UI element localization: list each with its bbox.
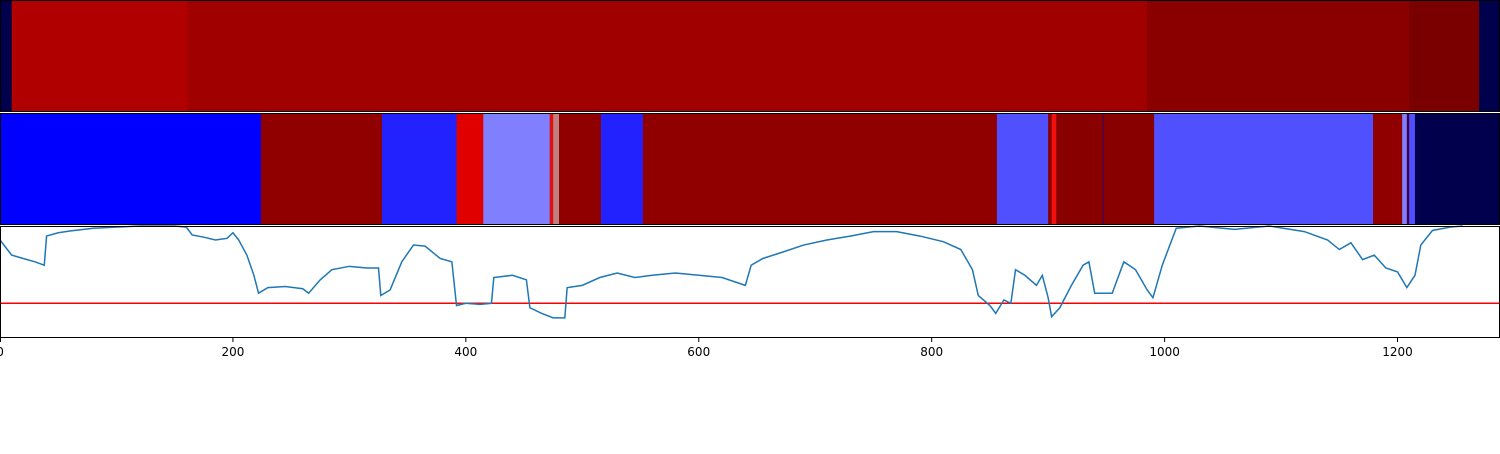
band <box>381 113 458 225</box>
plot-area <box>0 226 1500 338</box>
band <box>1406 113 1410 225</box>
band <box>1479 0 1500 112</box>
band <box>260 113 383 225</box>
line-series <box>0 225 1463 319</box>
band <box>1154 113 1374 225</box>
x-tick-label: 400 <box>454 345 477 359</box>
band <box>456 113 484 225</box>
x-tick-label: 800 <box>920 345 943 359</box>
band <box>11 0 188 112</box>
band <box>549 113 554 225</box>
band <box>483 113 551 225</box>
band <box>559 113 602 225</box>
band <box>1402 113 1408 225</box>
x-tick-label: 0 <box>0 345 4 359</box>
band <box>187 0 1148 112</box>
band <box>642 113 998 225</box>
band <box>1056 113 1104 225</box>
band <box>1048 113 1053 225</box>
band <box>1409 113 1416 225</box>
x-tick-label: 1200 <box>1382 345 1413 359</box>
x-tick-label: 600 <box>687 345 710 359</box>
x-tick-label: 200 <box>221 345 244 359</box>
band <box>1414 113 1500 225</box>
band <box>600 113 644 225</box>
band <box>553 113 560 225</box>
band <box>1104 113 1155 225</box>
band <box>0 0 13 112</box>
band <box>1051 113 1057 225</box>
band <box>0 113 262 225</box>
band <box>1409 0 1480 112</box>
band <box>1373 113 1403 225</box>
band <box>1102 113 1105 225</box>
band <box>996 113 1049 225</box>
x-tick-label: 1000 <box>1149 345 1180 359</box>
band <box>1147 0 1410 112</box>
